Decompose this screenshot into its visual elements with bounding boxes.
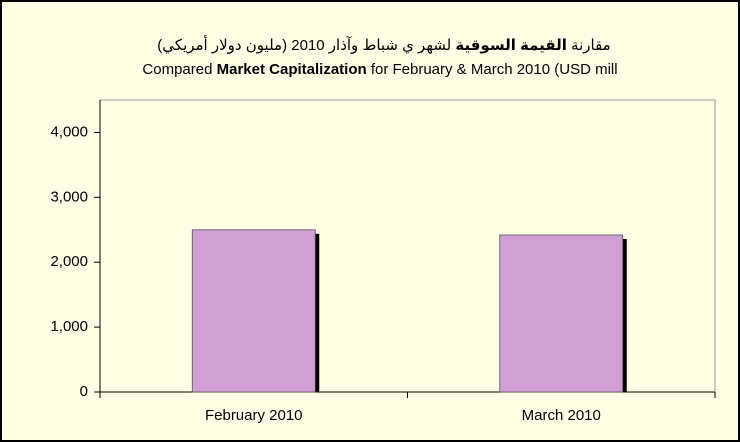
y-tick-label: 3,000 xyxy=(50,188,88,205)
bar xyxy=(191,229,316,393)
bar xyxy=(499,234,624,393)
chart-title-arabic: مقارنة القيمة السوقية لشهر ي شباط وآذار … xyxy=(157,35,610,55)
title-run: Compared xyxy=(142,61,216,78)
title-run: لشهر ي شباط وآذار 2010 (مليون دولار أمري… xyxy=(157,35,455,55)
y-tick-label: 4,000 xyxy=(50,123,88,140)
title-run: القيمة السوقية xyxy=(455,37,567,54)
y-tick-label: 0 xyxy=(80,383,88,400)
x-tick-label: March 2010 xyxy=(522,407,601,424)
chart-title-english: Compared Market Capitalization for Febru… xyxy=(142,61,617,78)
x-tick-label: February 2010 xyxy=(205,407,303,424)
title-run: for February & March 2010 (USD mill xyxy=(367,61,618,78)
title-run: مقارنة xyxy=(567,37,611,54)
title-run: Market Capitalization xyxy=(217,61,367,78)
y-tick-label: 1,000 xyxy=(50,318,88,335)
y-tick-label: 2,000 xyxy=(50,253,88,270)
